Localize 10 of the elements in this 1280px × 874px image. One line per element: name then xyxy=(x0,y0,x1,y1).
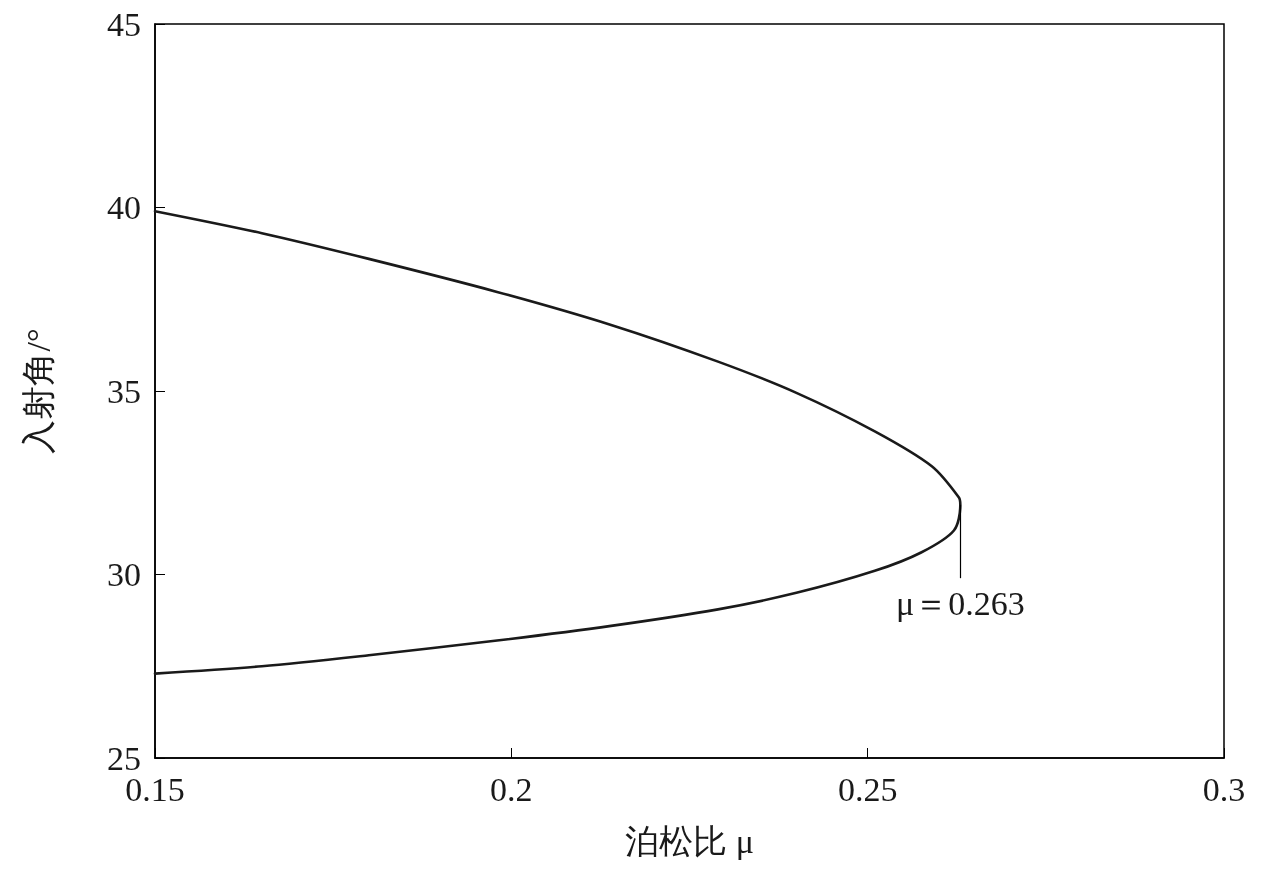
x-tick-label: 0.3 xyxy=(1202,770,1246,808)
y-tick-label: 40 xyxy=(107,189,141,226)
y-axis-title: 入射角/° xyxy=(19,328,57,454)
y-tick-label: 30 xyxy=(107,556,141,593)
x-axis-title: 泊松比 μ xyxy=(625,822,754,860)
y-tick-label: 45 xyxy=(107,5,141,43)
x-tick-label: 0.2 xyxy=(490,770,533,808)
annotation: μ＝0.263 xyxy=(895,584,1025,622)
y-tick-label: 35 xyxy=(107,372,141,410)
x-tick-label: 0.25 xyxy=(837,770,898,808)
